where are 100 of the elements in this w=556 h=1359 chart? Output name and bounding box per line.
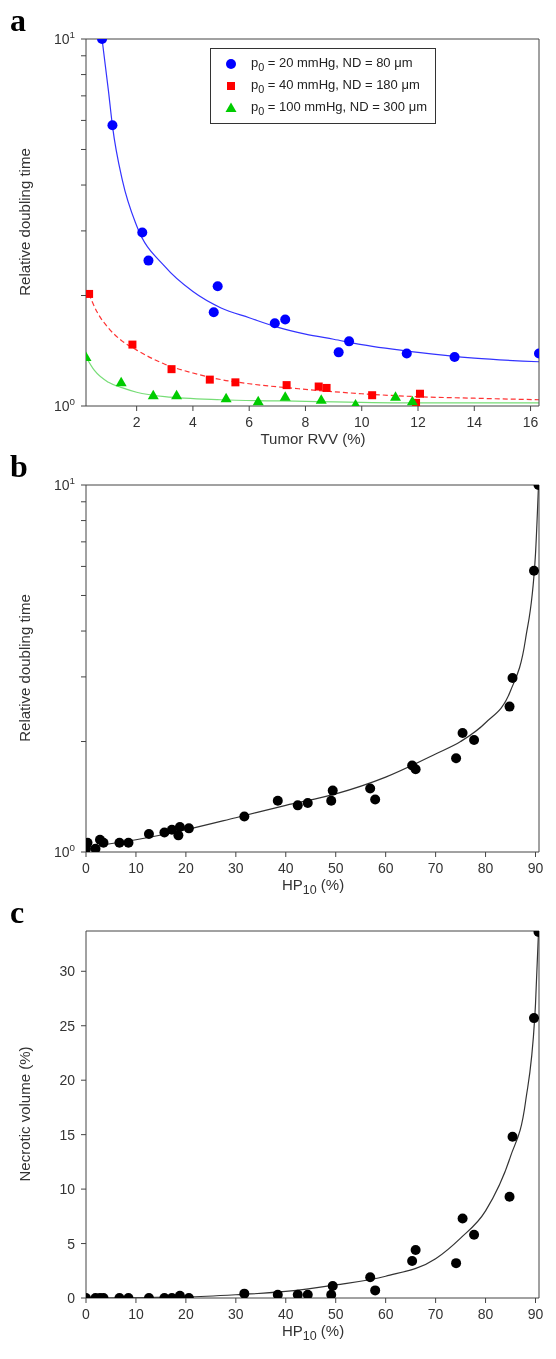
point	[469, 1229, 480, 1240]
point	[279, 391, 291, 401]
point	[220, 392, 232, 403]
point	[205, 375, 214, 384]
x-tick-label: 40	[277, 1306, 294, 1322]
point	[407, 1255, 418, 1266]
x-tick-label: 10	[128, 1306, 144, 1322]
y-tick-label: 20	[59, 1072, 76, 1089]
point	[370, 794, 381, 805]
x-tick-label: 10	[128, 860, 144, 876]
point	[365, 1272, 376, 1283]
x-tick-label: 30	[228, 1306, 244, 1322]
x-tick-label: 70	[427, 860, 444, 876]
y-tick-label: 25	[59, 1017, 76, 1034]
x-tick-label: 60	[377, 860, 394, 876]
point	[333, 347, 344, 358]
x-tick-label: 2	[132, 414, 141, 430]
x-tick-label: 40	[277, 860, 294, 876]
point	[504, 1191, 515, 1202]
point	[143, 255, 154, 266]
x-axis-title: HP$_{10}$ (%)	[281, 876, 345, 897]
point	[114, 837, 125, 848]
y-tick-label: 30	[59, 963, 76, 980]
y-tick-label: 5	[67, 1235, 76, 1252]
point	[410, 764, 421, 775]
point	[322, 383, 331, 392]
point	[507, 1131, 518, 1142]
point	[302, 1289, 313, 1298]
x-axis-title: Tumor RVV (%)	[260, 430, 366, 447]
y-tick-label: 10$^{1}$	[53, 29, 75, 47]
point	[280, 314, 291, 325]
x-tick-label: 12	[410, 414, 427, 430]
point	[368, 391, 377, 400]
chart-title: b	[10, 448, 28, 485]
y-tick-label: 10	[59, 1181, 76, 1198]
point	[98, 837, 109, 848]
point	[451, 753, 462, 764]
point	[390, 391, 401, 401]
x-tick-label: 20	[178, 1306, 194, 1322]
point	[239, 811, 250, 822]
legend-label: p$_{0}$ = 100 mmHg, ND = 300 μm	[250, 99, 427, 117]
point	[208, 307, 219, 318]
x-tick-label: 6	[245, 414, 254, 430]
point	[167, 365, 176, 374]
point	[183, 823, 194, 834]
point	[449, 351, 460, 362]
point	[128, 340, 137, 349]
y-tick-label: 10$^{0}$	[53, 396, 76, 414]
point	[269, 318, 280, 329]
y-tick-label: 15	[59, 1126, 76, 1143]
point	[504, 701, 515, 712]
x-tick-label: 14	[466, 414, 483, 430]
point	[239, 1288, 250, 1298]
point	[529, 1013, 539, 1024]
x-tick-label: 16	[522, 414, 539, 430]
x-tick-label: 50	[327, 1306, 344, 1322]
x-tick-label: 0	[82, 1306, 91, 1322]
x-tick-label: 8	[301, 414, 310, 430]
point	[457, 727, 468, 738]
point	[292, 1289, 303, 1298]
point	[147, 389, 159, 400]
x-tick-label: 70	[427, 1306, 444, 1322]
y-axis-title: Relative doubling time	[15, 148, 33, 296]
point	[507, 672, 518, 683]
point	[370, 1285, 381, 1296]
x-tick-label: 50	[327, 860, 344, 876]
point	[107, 120, 118, 131]
x-tick-label: 60	[377, 1306, 394, 1322]
point	[410, 1245, 421, 1256]
point	[451, 1258, 462, 1269]
point	[252, 395, 264, 406]
point	[143, 828, 154, 839]
x-axis-title: HP$_{10}$ (%)	[281, 1322, 345, 1343]
point	[326, 795, 337, 806]
point	[365, 783, 376, 794]
point	[115, 376, 127, 387]
point	[315, 394, 327, 404]
point	[86, 289, 94, 298]
point	[171, 389, 183, 400]
point	[231, 378, 240, 387]
point	[90, 843, 101, 852]
point	[272, 1289, 283, 1298]
point	[282, 381, 291, 390]
y-axis-title: Necrotic volume (%)	[15, 1046, 33, 1182]
x-tick-label: 4	[189, 414, 198, 430]
point	[327, 785, 338, 796]
chart-title: c	[10, 894, 25, 931]
chart-title: a	[10, 2, 26, 39]
x-tick-label: 10	[353, 414, 370, 430]
point	[406, 395, 418, 406]
point	[326, 1289, 337, 1298]
x-tick-label: 30	[228, 860, 244, 876]
point	[174, 821, 185, 832]
x-tick-label: 90	[527, 860, 544, 876]
y-tick-label: 10$^{0}$	[53, 842, 76, 860]
point	[212, 281, 223, 292]
point	[272, 795, 283, 806]
point	[344, 336, 355, 347]
point	[174, 1290, 185, 1298]
legend-label: p$_{0}$ = 40 mmHg, ND = 180 μm	[250, 77, 420, 95]
